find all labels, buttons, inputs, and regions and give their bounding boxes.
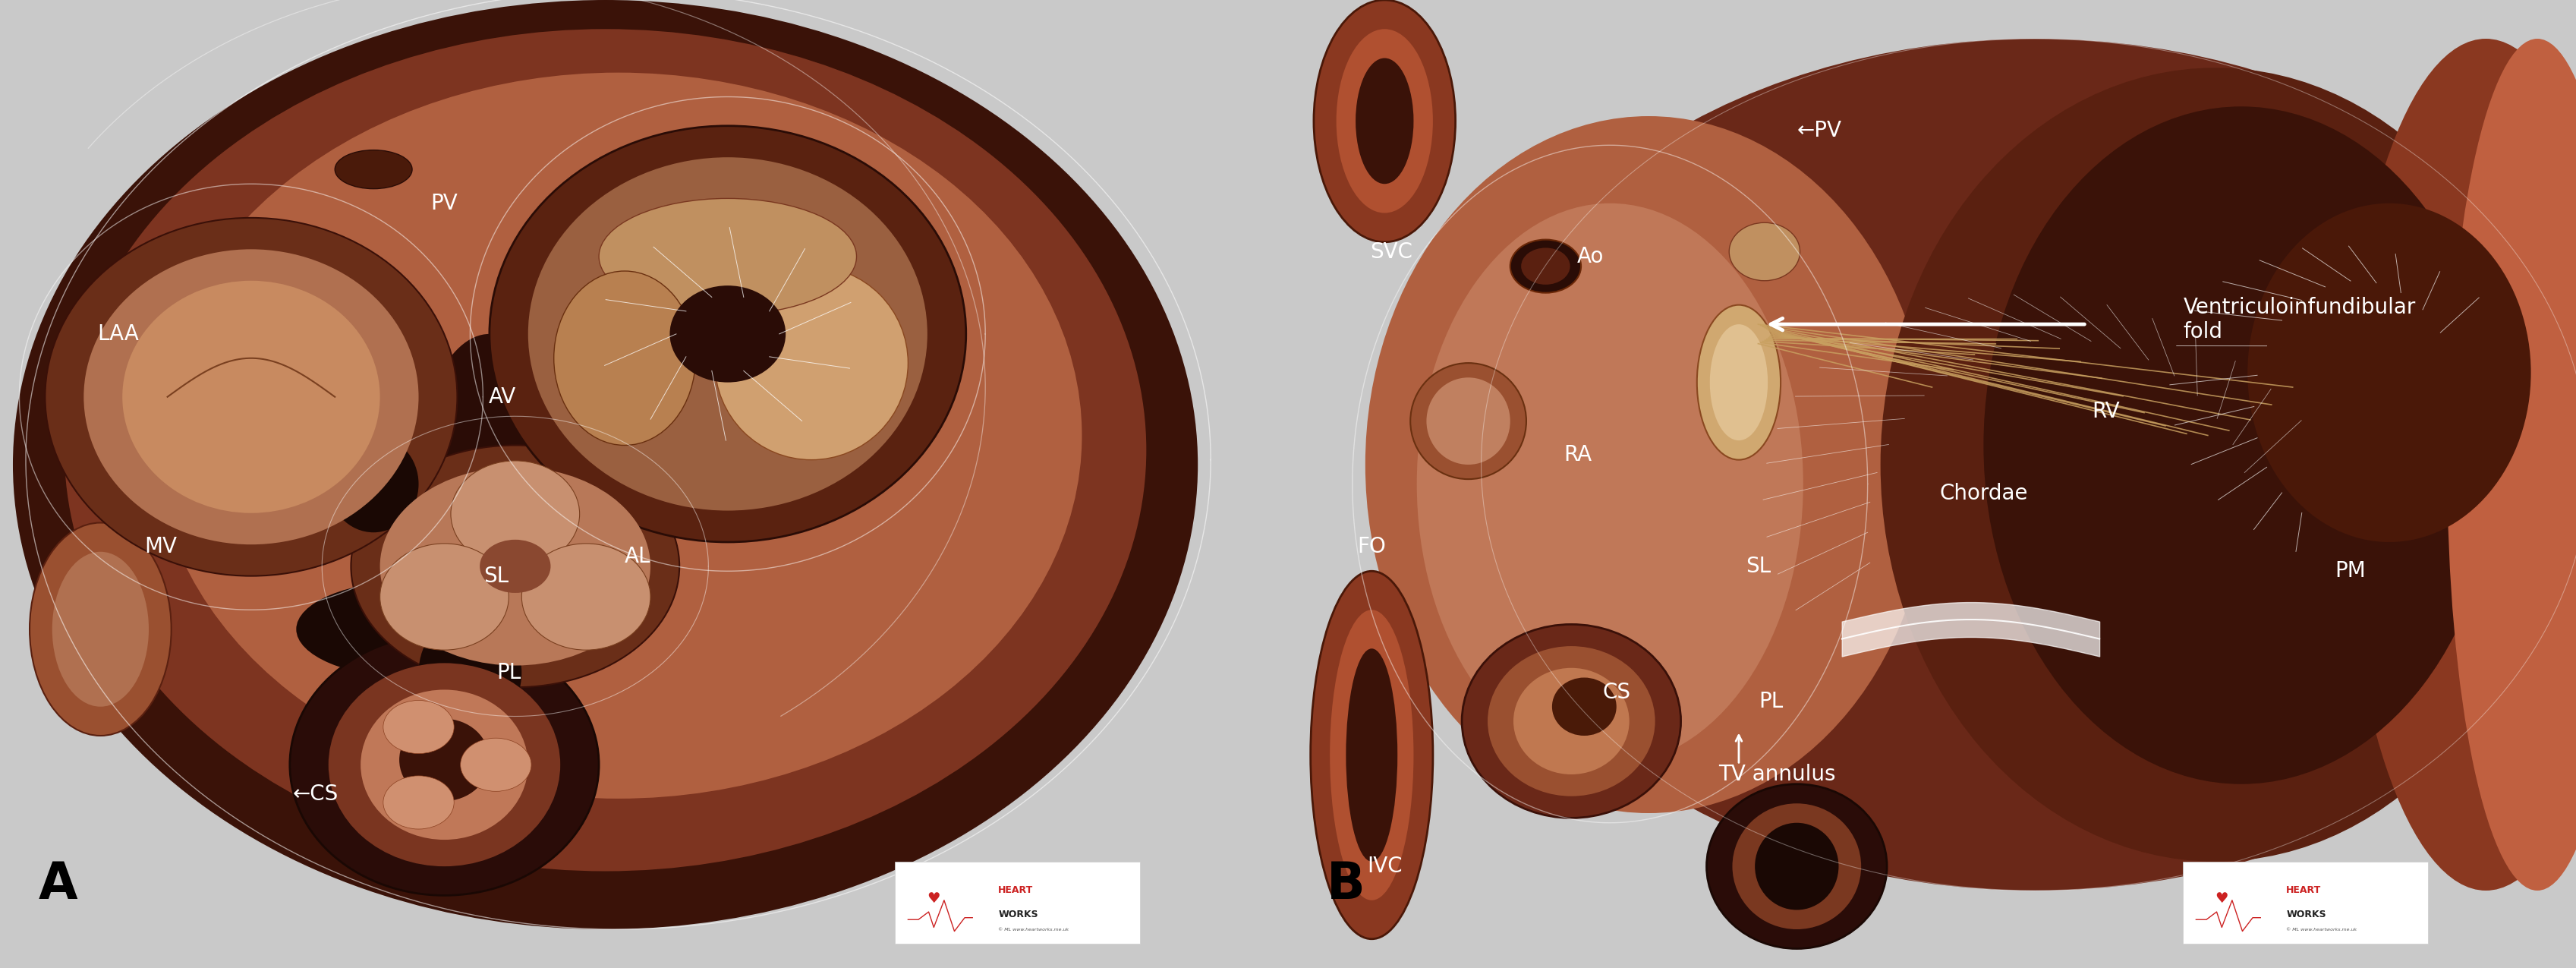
Text: © ML www.heartworks.me.uk: © ML www.heartworks.me.uk [997,927,1069,931]
Ellipse shape [2246,203,2530,542]
Text: SL: SL [1747,556,1770,577]
Ellipse shape [384,775,453,829]
Ellipse shape [1984,106,2499,784]
Ellipse shape [1329,610,1414,900]
Text: ←CS: ←CS [294,783,337,804]
Text: FO: FO [1358,536,1386,558]
Ellipse shape [1455,39,2576,891]
Text: PV: PV [430,193,459,214]
Ellipse shape [417,615,520,731]
Ellipse shape [479,540,551,592]
Ellipse shape [598,198,855,315]
Ellipse shape [361,689,528,839]
Text: WORKS: WORKS [2287,910,2326,920]
Text: A: A [39,860,77,910]
Ellipse shape [124,281,381,513]
Text: SL: SL [484,565,507,587]
Ellipse shape [1731,803,1860,929]
Ellipse shape [1337,29,1432,213]
Ellipse shape [327,663,559,866]
Ellipse shape [1314,0,1455,242]
Text: WORKS: WORKS [997,910,1038,920]
Ellipse shape [64,29,1146,871]
Text: Ventriculoinfundibular
fold: Ventriculoinfundibular fold [2182,296,2416,343]
Ellipse shape [1520,248,1571,285]
Ellipse shape [451,461,580,567]
Ellipse shape [520,544,649,650]
Ellipse shape [155,73,1082,799]
Text: RA: RA [1564,444,1592,466]
Text: ←PV: ←PV [1798,120,1842,141]
Ellipse shape [2344,39,2576,891]
Text: © ML www.heartworks.me.uk: © ML www.heartworks.me.uk [2287,927,2357,931]
FancyBboxPatch shape [2182,862,2427,944]
Ellipse shape [1311,571,1432,939]
Ellipse shape [1710,324,1767,440]
Ellipse shape [1365,116,1932,813]
Text: HEART: HEART [2287,886,2321,895]
Ellipse shape [489,126,966,542]
Ellipse shape [1754,823,1839,910]
Ellipse shape [1489,647,1654,796]
Ellipse shape [289,634,598,895]
Ellipse shape [1412,363,1525,479]
Text: ♥: ♥ [927,892,940,905]
Ellipse shape [52,552,149,707]
Ellipse shape [412,334,567,673]
Ellipse shape [1705,784,1886,949]
Ellipse shape [1510,240,1582,292]
Text: RV: RV [2092,401,2120,422]
Ellipse shape [670,286,786,382]
Ellipse shape [399,718,489,802]
Text: IVC: IVC [1368,856,1401,877]
Ellipse shape [384,701,453,754]
Text: PL: PL [1759,691,1783,712]
Ellipse shape [1463,624,1680,818]
Text: MV: MV [144,536,178,558]
Ellipse shape [1728,223,1801,281]
Text: PM: PM [2334,560,2367,582]
Ellipse shape [335,150,412,189]
Text: AV: AV [489,386,515,408]
Ellipse shape [13,0,1198,929]
Ellipse shape [350,445,680,687]
Text: HEART: HEART [997,886,1033,895]
Ellipse shape [1427,378,1510,465]
Text: PL: PL [497,662,520,683]
Text: LAA: LAA [98,323,139,345]
Ellipse shape [1551,678,1618,736]
Ellipse shape [296,581,528,678]
Text: Chordae: Chordae [1940,483,2027,504]
Ellipse shape [461,738,531,792]
Text: SVC: SVC [1370,241,1412,262]
Text: AL: AL [623,546,652,567]
Ellipse shape [381,468,652,666]
Ellipse shape [528,158,927,511]
Ellipse shape [82,250,420,544]
Text: B: B [1327,860,1365,910]
FancyBboxPatch shape [896,862,1139,944]
Ellipse shape [1698,305,1780,460]
Text: TV annulus: TV annulus [1718,764,1837,785]
Ellipse shape [381,544,510,650]
Ellipse shape [1515,668,1628,774]
Text: ♥: ♥ [2215,892,2228,905]
Ellipse shape [1355,58,1414,184]
Ellipse shape [1417,203,1803,765]
Ellipse shape [46,218,459,576]
Ellipse shape [554,271,696,445]
Ellipse shape [1880,68,2550,862]
Text: CS: CS [1602,681,1631,703]
Ellipse shape [1345,649,1396,862]
Ellipse shape [327,436,417,532]
Ellipse shape [2447,39,2576,891]
Ellipse shape [714,266,909,460]
Ellipse shape [31,523,170,736]
Text: Ao: Ao [1577,246,1605,267]
